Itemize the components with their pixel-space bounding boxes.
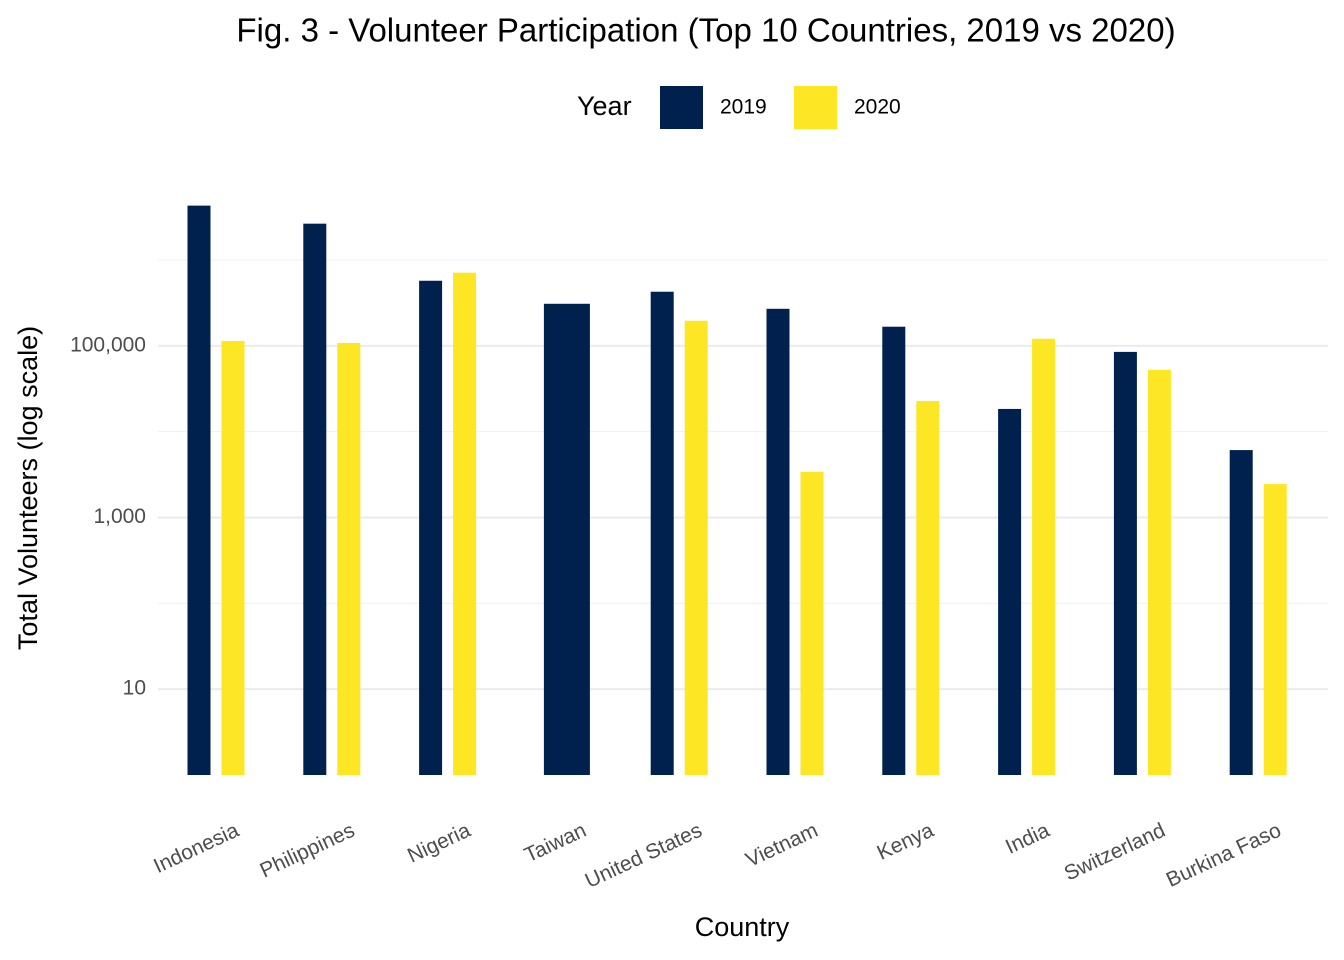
bar [800,471,824,775]
x-tick-label: Nigeria [404,819,474,868]
bar [882,326,906,775]
x-tick-label: Kenya [874,819,938,865]
bar [916,400,940,775]
bar [998,408,1022,775]
bar [303,223,327,776]
x-tick-label: Philippines [256,819,358,883]
x-tick-label: India [1002,819,1053,859]
y-tick-label: 10 [123,677,146,700]
bar [766,308,790,775]
x-tick-label: Indonesia [150,819,243,878]
x-tick-label: Vietnam [742,819,821,872]
bar [453,272,477,775]
bar [337,342,361,775]
legend-swatch [794,86,837,129]
bar [1032,338,1056,775]
bar [1229,450,1253,775]
chart-title: Fig. 3 - Volunteer Participation (Top 10… [236,12,1175,49]
bar [221,340,245,775]
x-tick-label: Taiwan [521,819,590,867]
bar [187,205,211,776]
bar [684,320,708,775]
legend-title: Year [577,91,632,121]
y-tick-label: 1,000 [93,505,146,528]
legend-label: 2019 [720,96,767,119]
bar [1147,369,1171,775]
bar [1113,351,1137,775]
x-axis-title: Country [695,912,790,942]
bar [543,303,590,775]
bar [650,291,674,775]
bar [419,280,443,775]
y-axis-title: Total Volunteers (log scale) [13,326,43,650]
x-tick-label: Burkina Faso [1163,819,1285,892]
x-tick-label: Switzerland [1061,819,1169,886]
legend-label: 2020 [854,96,901,119]
x-tick-label: United States [582,819,706,893]
y-tick-label: 100,000 [70,333,146,356]
legend-swatch [660,86,703,129]
bar [1263,484,1287,775]
